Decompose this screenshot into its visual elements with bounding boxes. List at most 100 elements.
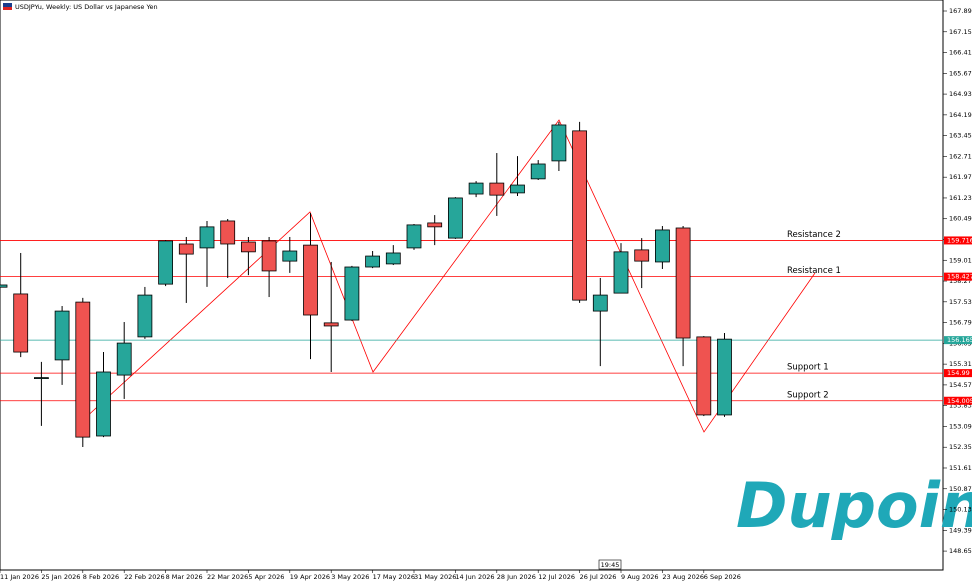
- y-tick-label: 156.790: [949, 319, 972, 327]
- candle-body: [344, 266, 360, 321]
- price-tag-label: 159.716: [947, 236, 972, 244]
- candle-body: [655, 229, 670, 263]
- x-tick-label: 19 Apr 2026: [290, 573, 330, 581]
- x-tick-label: 8 Feb 2026: [83, 573, 119, 581]
- candle-body: [240, 241, 256, 253]
- candle-body: [696, 336, 712, 416]
- x-tick-label: 23 Aug 2026: [662, 573, 704, 581]
- x-tick-label: 25 Jan 2026: [41, 573, 80, 581]
- price-tag-label: 158.427: [947, 273, 972, 281]
- candle-body: [592, 294, 608, 312]
- y-tick-label: 155.310: [949, 360, 972, 368]
- y-tick-label: 153.830: [949, 402, 972, 410]
- candle-body: [365, 255, 381, 268]
- candle-body: [0, 284, 8, 288]
- y-tick-label: 149.390: [949, 526, 972, 534]
- y-tick-label: 163.450: [949, 132, 972, 140]
- chart-title: USDJPYu, Weekly: US Dollar vs Japanese Y…: [15, 3, 158, 11]
- price-tag-label: 154.99: [947, 369, 970, 377]
- x-tick-label: 12 Jul 2026: [538, 573, 575, 581]
- y-tick-label: 150.130: [949, 506, 972, 514]
- candle-body: [489, 182, 505, 196]
- x-tick-label: 22 Feb 2026: [124, 573, 164, 581]
- y-tick-label: 160.490: [949, 215, 972, 223]
- level-name: Support 1: [787, 363, 829, 373]
- y-tick-label: 159.010: [949, 256, 972, 264]
- y-tick-label: 165.670: [949, 69, 972, 77]
- x-tick-label: 17 May 2026: [373, 573, 415, 581]
- candle-body: [551, 124, 567, 162]
- candle-body: [530, 163, 546, 180]
- x-tick-label: 9 Aug 2026: [621, 573, 659, 581]
- price-tag: [944, 369, 972, 378]
- candle-body: [282, 250, 298, 262]
- y-tick-label: 151.610: [949, 464, 972, 472]
- y-tick-label: 162.710: [949, 152, 972, 160]
- y-tick-label: 161.230: [949, 194, 972, 202]
- candle-body: [510, 184, 525, 194]
- x-tick-label: 31 May 2026: [414, 573, 456, 581]
- logo: Dupoin: [736, 469, 972, 542]
- x-tick-label: 26 Jul 2026: [580, 573, 617, 581]
- candle-body: [634, 249, 650, 262]
- candle-body: [613, 251, 629, 294]
- candle-body: [178, 243, 194, 255]
- price-tag: [944, 236, 972, 245]
- candle-body: [468, 182, 484, 195]
- x-tick-label: 8 Mar 2026: [166, 573, 203, 581]
- y-tick-label: 153.090: [949, 422, 972, 430]
- candle-body: [54, 310, 70, 361]
- y-tick-label: 161.970: [949, 173, 972, 181]
- y-tick-label: 167.890: [949, 7, 972, 15]
- candle-body: [427, 222, 443, 228]
- flag-icon: [3, 3, 12, 10]
- candle-body: [34, 377, 49, 380]
- candle-body: [116, 342, 132, 376]
- plot-frame: [0, 0, 944, 571]
- candle-body: [199, 226, 215, 249]
- candle-body: [323, 322, 339, 327]
- x-tick-label: 3 May 2026: [331, 573, 369, 581]
- price-tag: [944, 272, 972, 281]
- candle-body: [675, 227, 691, 339]
- candle-body: [385, 252, 401, 265]
- y-tick-label: 167.150: [949, 28, 972, 36]
- x-tick-label: 5 Apr 2026: [248, 573, 284, 581]
- price-tag: [944, 396, 972, 405]
- candle-body: [261, 240, 277, 272]
- candle-body: [717, 338, 732, 416]
- flag-icon-stripe: [3, 7, 12, 10]
- candle-body: [220, 220, 236, 245]
- y-tick-label: 166.410: [949, 49, 972, 57]
- time-box: [598, 559, 622, 570]
- candle-body: [96, 371, 111, 437]
- y-tick-label: 158.270: [949, 277, 972, 285]
- candle-body: [158, 240, 174, 285]
- y-tick-label: 157.530: [949, 298, 972, 306]
- y-tick-label: 164.190: [949, 111, 972, 119]
- x-tick-label: 6 Sep 2026: [704, 573, 741, 581]
- x-tick-label: 28 Jun 2026: [497, 573, 536, 581]
- x-tick-label: 11 Jan 2026: [0, 573, 39, 581]
- level-name: Resistance 1: [787, 266, 841, 276]
- x-tick-label: 22 Mar 2026: [207, 573, 248, 581]
- time-label: 19:45: [601, 561, 620, 569]
- price-tag: [944, 336, 972, 345]
- candle-body: [75, 301, 91, 438]
- candle-body: [137, 294, 153, 338]
- y-tick-label: 148.650: [949, 547, 972, 555]
- candle-body: [13, 293, 29, 353]
- candle-body: [572, 130, 587, 301]
- price-tag-label: 154.005: [947, 397, 972, 405]
- level-name: Resistance 2: [787, 230, 841, 240]
- x-tick-label: 14 Jun 2026: [455, 573, 494, 581]
- candle-body: [406, 224, 422, 249]
- y-tick-label: 164.930: [949, 90, 972, 98]
- y-tick-label: 152.350: [949, 443, 972, 451]
- level-name: Support 2: [787, 390, 829, 400]
- candle-body: [447, 197, 463, 239]
- y-tick-label: 150.870: [949, 485, 972, 493]
- candle-body: [303, 244, 318, 316]
